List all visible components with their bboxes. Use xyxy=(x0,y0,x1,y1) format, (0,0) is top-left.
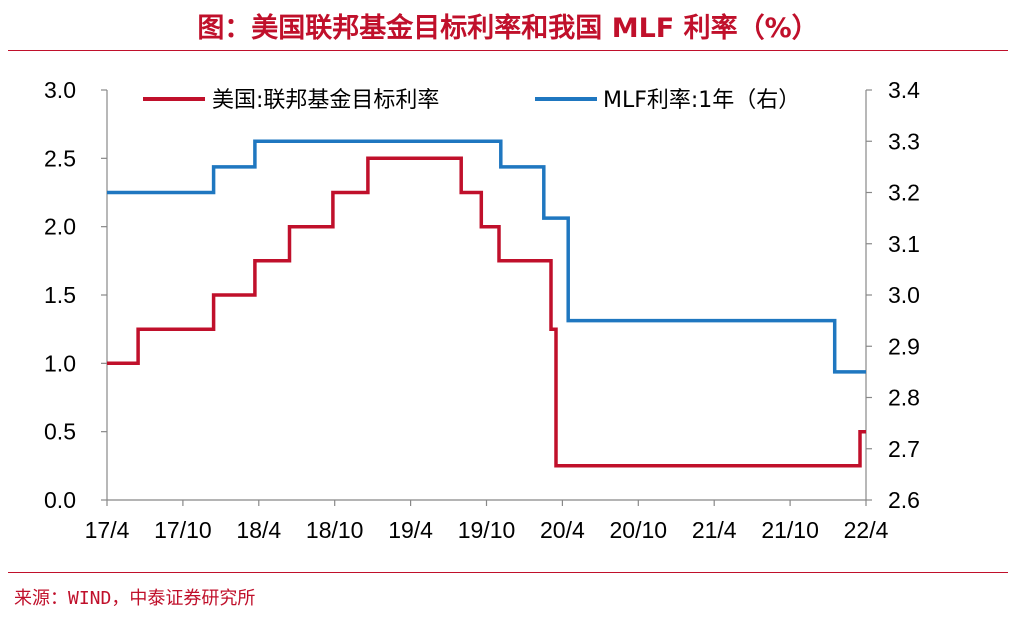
x-tick-label: 22/4 xyxy=(844,517,889,543)
right-y-tick-label: 3.0 xyxy=(888,282,920,308)
legend-label: MLF利率:1年（右） xyxy=(603,88,800,113)
source-note: 来源：WIND，中泰证券研究所 xyxy=(14,588,256,609)
x-tick-label: 20/10 xyxy=(610,517,668,543)
x-tick-label: 21/4 xyxy=(692,517,737,543)
right-y-tick-label: 2.6 xyxy=(888,487,920,513)
right-y-tick-label: 3.3 xyxy=(888,128,920,154)
right-y-tick-label: 2.9 xyxy=(888,333,920,359)
chart-title: 图：美国联邦基金目标利率和我国 MLF 利率（%） xyxy=(197,13,819,44)
left-y-tick-label: 1.5 xyxy=(44,282,76,308)
x-tick-label: 19/10 xyxy=(458,517,516,543)
series-line-us-fed-rate xyxy=(107,156,866,468)
x-tick-label: 17/4 xyxy=(85,517,130,543)
legend-label: 美国:联邦基金目标利率 xyxy=(212,88,439,113)
left-y-tick-label: 0.0 xyxy=(44,487,76,513)
x-tick-label: 17/10 xyxy=(154,517,212,543)
x-tick-label: 21/10 xyxy=(761,517,819,543)
right-y-tick-label: 2.7 xyxy=(888,436,920,462)
x-tick-label: 20/4 xyxy=(540,517,585,543)
x-tick-label: 18/4 xyxy=(236,517,281,543)
x-tick-label: 19/4 xyxy=(388,517,433,543)
right-y-tick-label: 3.4 xyxy=(888,77,920,103)
right-y-tick-label: 2.8 xyxy=(888,385,920,411)
right-y-tick-label: 3.1 xyxy=(888,231,920,257)
left-y-tick-label: 0.5 xyxy=(44,419,76,445)
left-y-tick-label: 2.5 xyxy=(44,145,76,171)
x-tick-label: 18/10 xyxy=(306,517,364,543)
source-divider xyxy=(8,572,1008,573)
right-y-tick-label: 3.2 xyxy=(888,180,920,206)
left-y-tick-label: 3.0 xyxy=(44,77,76,103)
title-divider xyxy=(8,50,1008,51)
series-line-mlf-rate xyxy=(107,139,866,374)
left-y-tick-label: 1.0 xyxy=(44,350,76,376)
left-y-tick-label: 2.0 xyxy=(44,214,76,240)
